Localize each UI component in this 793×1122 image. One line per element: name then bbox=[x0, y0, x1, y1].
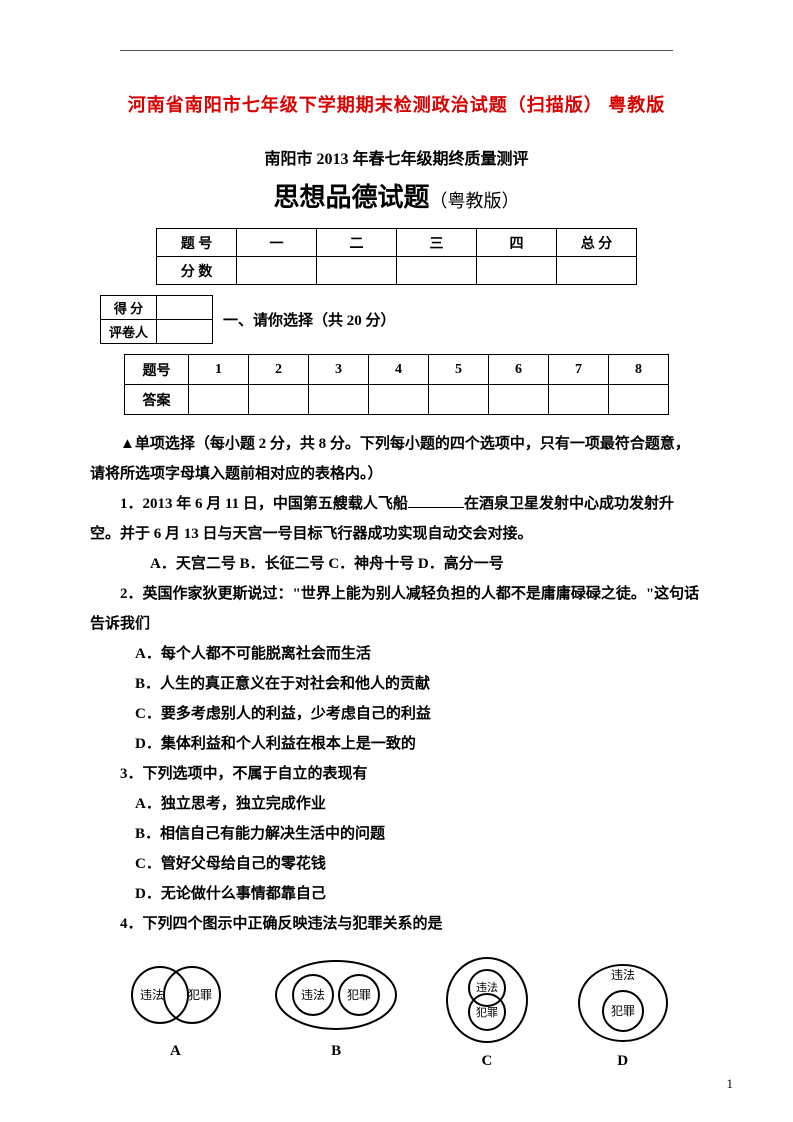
venn-option-b: 违法 犯罪 B bbox=[271, 955, 401, 1070]
svg-text:犯罪: 犯罪 bbox=[476, 1006, 498, 1019]
q3-opt-b: B．相信自己有能力解决生活中的问题 bbox=[90, 819, 703, 849]
mini-cell: 得 分 bbox=[101, 296, 157, 320]
q2-opt-b: B．人生的真正意义在于对社会和他人的贡献 bbox=[90, 669, 703, 699]
svg-text:违法: 违法 bbox=[476, 980, 498, 994]
section-one-label: 一、请你选择（共 20 分） bbox=[223, 309, 396, 330]
q3-stem: 3．下列选项中，不属于自立的表现有 bbox=[90, 759, 703, 789]
main-title-text: 思想品德试题 bbox=[273, 183, 429, 212]
venn-label-a: A bbox=[120, 1043, 230, 1060]
blank-cell bbox=[157, 296, 213, 320]
ans-head: 3 bbox=[309, 355, 369, 385]
score-summary-table: 题 号 一 二 三 四 总 分 分 数 bbox=[156, 228, 637, 285]
q3-opt-c: C．管好父母给自己的零花钱 bbox=[90, 849, 703, 879]
q4-stem: 4．下列四个图示中正确反映违法与犯罪关系的是 bbox=[90, 909, 703, 939]
table-row: 分 数 bbox=[157, 257, 637, 285]
body-content: ▲单项选择（每小题 2 分，共 8 分。下列每小题的四个选项中，只有一项最符合题… bbox=[90, 429, 703, 939]
ans-head: 8 bbox=[609, 355, 669, 385]
q2-stem: 2．英国作家狄更斯说过："世界上能为别人减轻负担的人都不是庸庸碌碌之徒。"这句话… bbox=[90, 579, 703, 639]
blank-cell bbox=[317, 257, 397, 285]
venn-option-d: 违法 犯罪 D bbox=[573, 955, 673, 1070]
row-label: 分 数 bbox=[157, 257, 237, 285]
section-header-row: 得 分 评卷人 一、请你选择（共 20 分） bbox=[100, 295, 733, 344]
q3-opt-d: D．无论做什么事情都靠自己 bbox=[90, 879, 703, 909]
col-header: 四 bbox=[477, 229, 557, 257]
top-divider bbox=[120, 50, 673, 51]
mini-cell: 评卷人 bbox=[101, 320, 157, 344]
main-title: 思想品德试题（粤教版） bbox=[60, 177, 733, 214]
blank-cell bbox=[609, 385, 669, 415]
col-header: 三 bbox=[397, 229, 477, 257]
page-number: 1 bbox=[727, 1076, 734, 1092]
venn-option-a: 违法 犯罪 A bbox=[120, 955, 230, 1070]
svg-text:犯罪: 犯罪 bbox=[188, 988, 212, 1002]
subtitle: 南阳市 2013 年春七年级期终质量测评 bbox=[60, 145, 733, 169]
blank-cell bbox=[557, 257, 637, 285]
ans-head: 5 bbox=[429, 355, 489, 385]
ans-head: 6 bbox=[489, 355, 549, 385]
main-title-paren: （粤教版） bbox=[430, 191, 520, 211]
venn-label-b: B bbox=[271, 1043, 401, 1060]
answers-table: 题号 1 2 3 4 5 6 7 8 答案 bbox=[124, 354, 669, 415]
blank-cell bbox=[249, 385, 309, 415]
venn-d-icon: 违法 犯罪 bbox=[573, 955, 673, 1045]
document-title: 河南省南阳市七年级下学期期末检测政治试题（扫描版） 粤教版 bbox=[60, 91, 733, 117]
col-header: 题 号 bbox=[157, 229, 237, 257]
table-row: 题 号 一 二 三 四 总 分 bbox=[157, 229, 637, 257]
col-header: 一 bbox=[237, 229, 317, 257]
ans-head: 2 bbox=[249, 355, 309, 385]
fill-blank bbox=[408, 493, 464, 508]
ans-row-label: 答案 bbox=[125, 385, 189, 415]
q2-opt-a: A．每个人都不可能脱离社会而生活 bbox=[90, 639, 703, 669]
ans-head: 题号 bbox=[125, 355, 189, 385]
q2-opt-d: D．集体利益和个人利益在根本上是一致的 bbox=[90, 729, 703, 759]
grader-table: 得 分 评卷人 bbox=[100, 295, 213, 344]
table-row: 题号 1 2 3 4 5 6 7 8 bbox=[125, 355, 669, 385]
q2-opt-c: C．要多考虑别人的利益，少考虑自己的利益 bbox=[90, 699, 703, 729]
blank-cell bbox=[237, 257, 317, 285]
blank-cell bbox=[157, 320, 213, 344]
blank-cell bbox=[397, 257, 477, 285]
col-header: 二 bbox=[317, 229, 397, 257]
q1-stem-a: 1．2013 年 6 月 11 日，中国第五艘载人飞船 bbox=[120, 496, 408, 512]
blank-cell bbox=[549, 385, 609, 415]
col-header: 总 分 bbox=[557, 229, 637, 257]
blank-cell bbox=[369, 385, 429, 415]
venn-c-icon: 违法 犯罪 bbox=[442, 955, 532, 1045]
ans-head: 1 bbox=[189, 355, 249, 385]
venn-a-icon: 违法 犯罪 bbox=[120, 955, 230, 1035]
blank-cell bbox=[477, 257, 557, 285]
q1-options: A．天宫二号 B．长征二号 C．神舟十号 D．高分一号 bbox=[90, 549, 703, 579]
q1-stem: 1．2013 年 6 月 11 日，中国第五艘载人飞船在酒泉卫星发射中心成功发射… bbox=[90, 489, 703, 549]
svg-text:违法: 违法 bbox=[611, 968, 635, 982]
venn-label-c: C bbox=[442, 1053, 532, 1070]
venn-option-c: 违法 犯罪 C bbox=[442, 955, 532, 1070]
svg-text:违法: 违法 bbox=[301, 988, 325, 1002]
venn-diagram-row: 违法 犯罪 A 违法 犯罪 B 违法 犯罪 C 违法 犯罪 bbox=[100, 955, 693, 1070]
ans-head: 7 bbox=[549, 355, 609, 385]
venn-b-icon: 违法 犯罪 bbox=[271, 955, 401, 1035]
blank-cell bbox=[189, 385, 249, 415]
blank-cell bbox=[309, 385, 369, 415]
table-row: 答案 bbox=[125, 385, 669, 415]
q3-opt-a: A．独立思考，独立完成作业 bbox=[90, 789, 703, 819]
svg-text:违法: 违法 bbox=[140, 988, 164, 1002]
blank-cell bbox=[489, 385, 549, 415]
blank-cell bbox=[429, 385, 489, 415]
svg-text:犯罪: 犯罪 bbox=[611, 1004, 635, 1018]
svg-text:犯罪: 犯罪 bbox=[347, 988, 371, 1002]
instruction-text: ▲单项选择（每小题 2 分，共 8 分。下列每小题的四个选项中，只有一项最符合题… bbox=[90, 429, 703, 489]
ans-head: 4 bbox=[369, 355, 429, 385]
venn-label-d: D bbox=[573, 1053, 673, 1070]
